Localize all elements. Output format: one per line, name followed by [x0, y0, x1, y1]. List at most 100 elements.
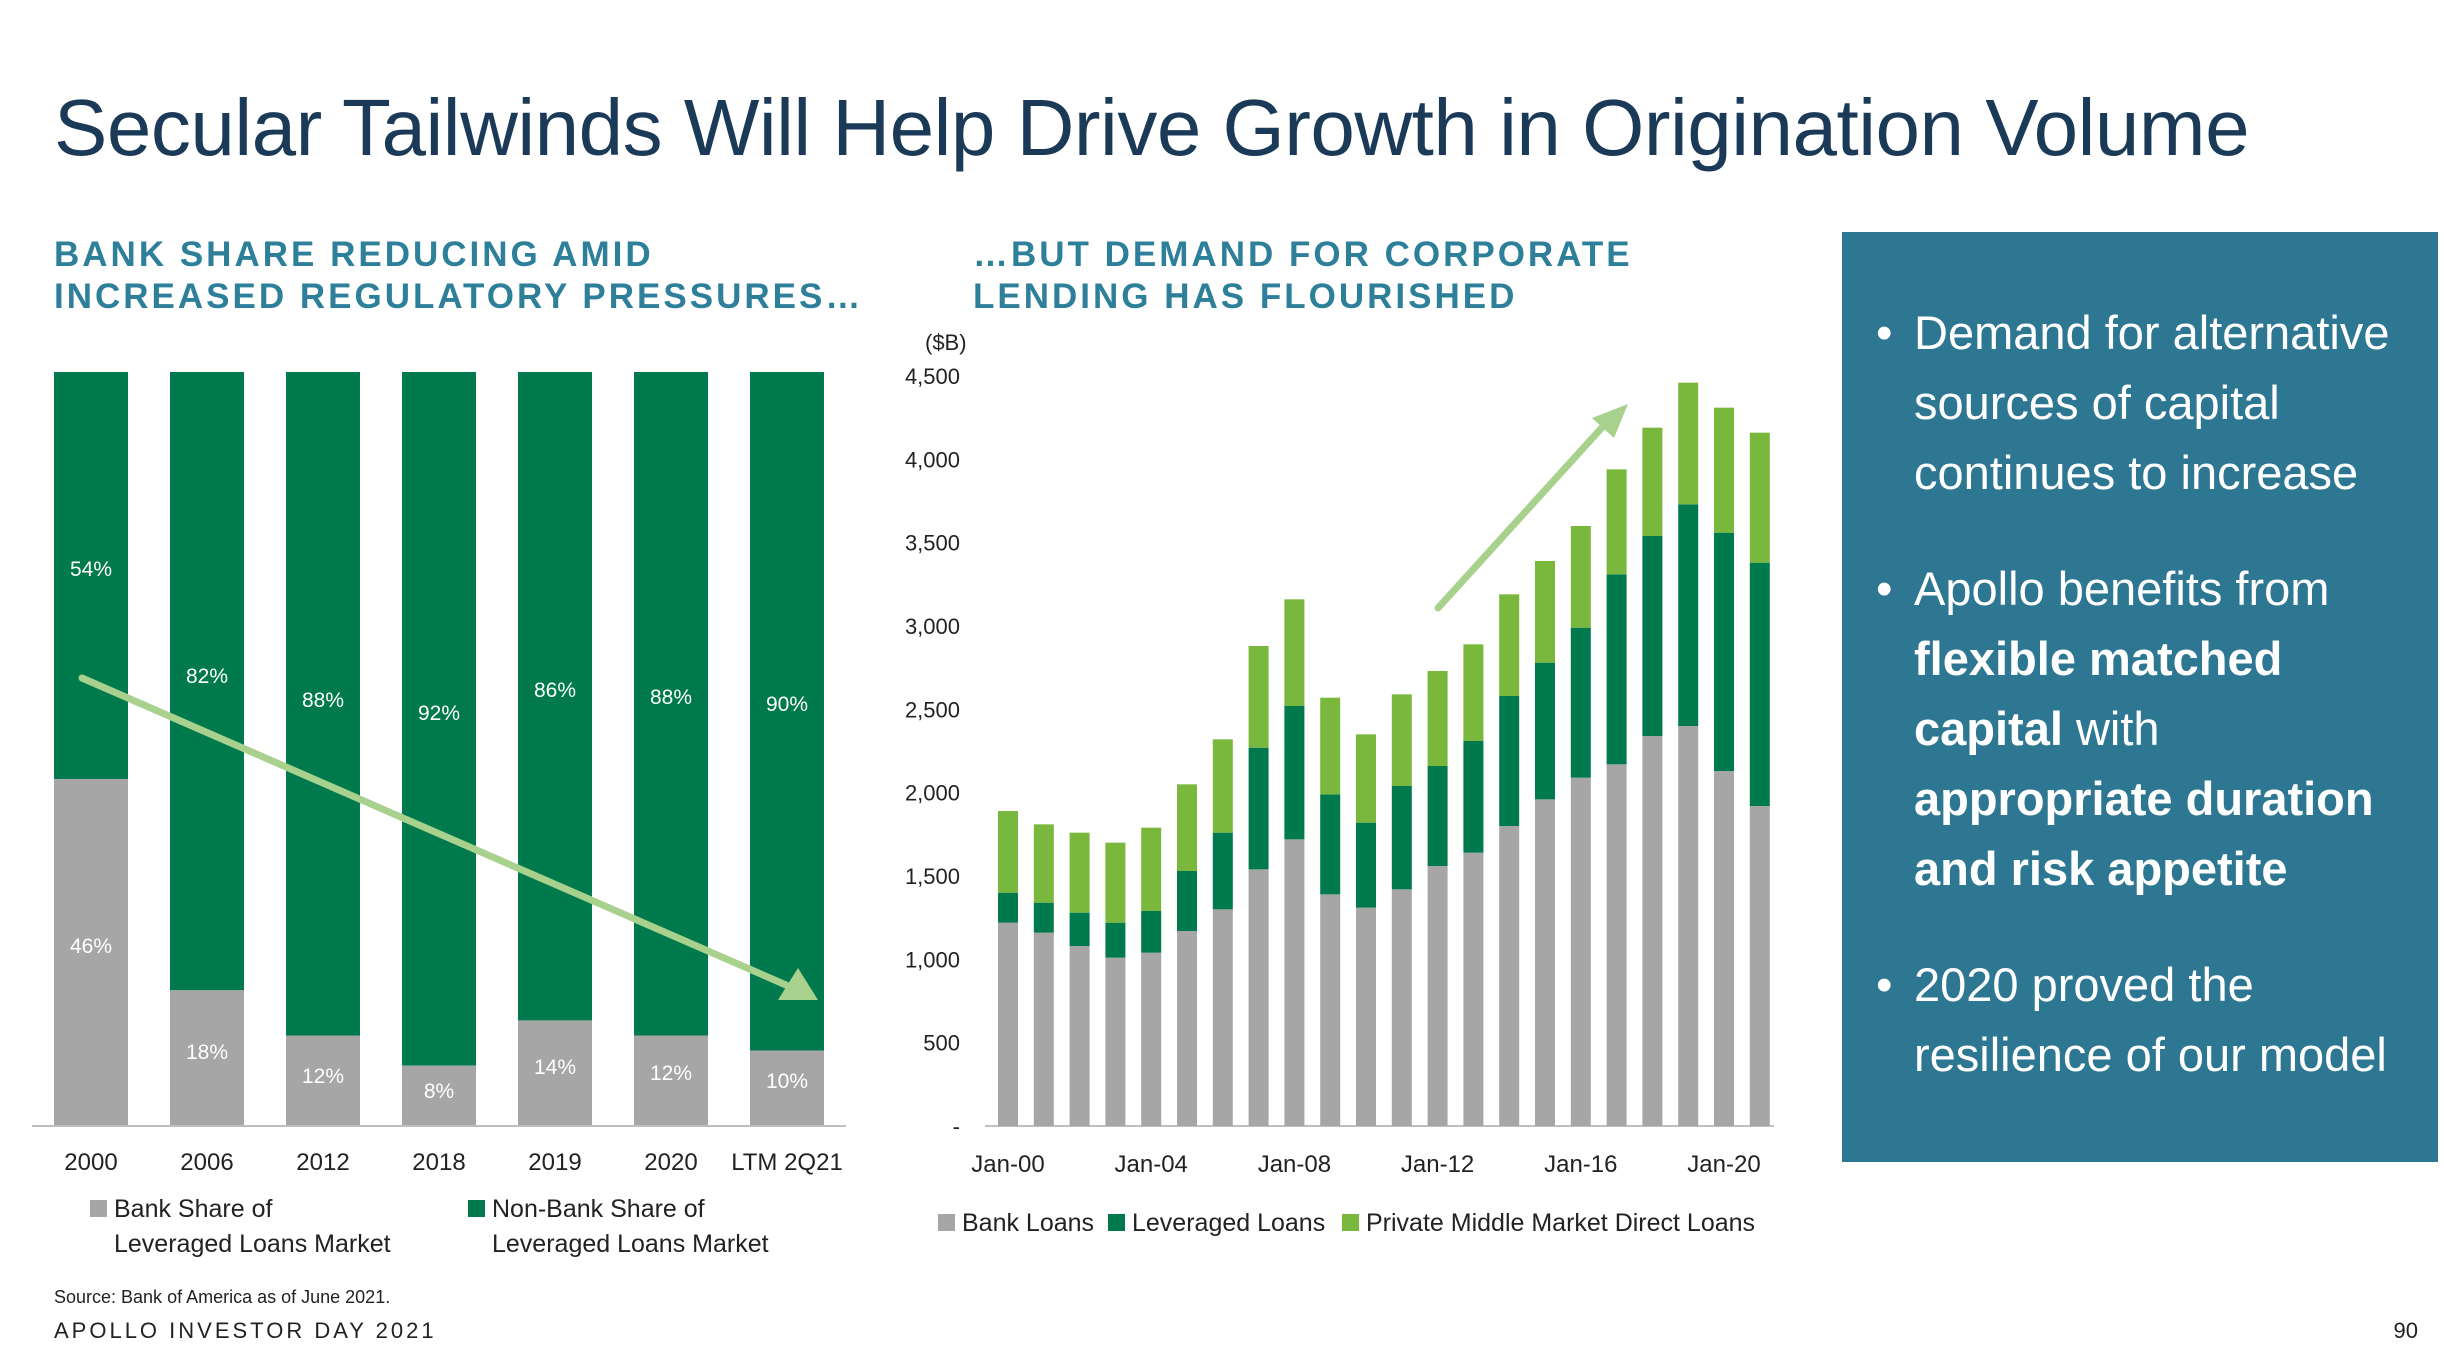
bank-share-bar	[402, 1065, 476, 1126]
x-tick-label: LTM 2Q21	[731, 1149, 843, 1176]
legend-label: Leveraged Loans Market	[114, 1230, 391, 1258]
bullet-list: • Demand for alternative sources of capit…	[1864, 298, 2416, 1090]
leveraged-loans-bar	[1535, 662, 1555, 800]
bullet-dot: •	[1876, 562, 1893, 615]
nonbank-share-label: 54%	[70, 558, 112, 581]
bank-loans-bar	[1033, 932, 1054, 1126]
private-direct-loans-bar	[1141, 827, 1162, 911]
private-direct-loans-bar	[1570, 526, 1591, 628]
private-direct-loans-bar	[1642, 427, 1663, 536]
y-tick-label: 3,500	[905, 531, 960, 556]
x-tick-label: Jan-08	[1258, 1151, 1331, 1178]
upward-trend-arrow-shaft	[1434, 418, 1611, 612]
y-tick-label: 1,000	[905, 947, 960, 972]
downward-trend-arrow-head	[778, 968, 818, 1000]
leveraged-loans-bar	[1463, 741, 1484, 853]
x-tick-label: 2018	[412, 1149, 465, 1176]
bank-loans-bar	[1499, 826, 1520, 1126]
x-tick-label: 2000	[64, 1149, 117, 1176]
leveraged-loans-bar	[1177, 871, 1197, 931]
private-direct-loans-bar	[1749, 432, 1770, 563]
legend-swatch	[1342, 1214, 1359, 1231]
legend-label: Non-Bank Share of	[492, 1195, 705, 1223]
x-tick-label: 2006	[180, 1149, 233, 1176]
legend-swatch	[938, 1214, 955, 1231]
bank-share-bar	[286, 1035, 360, 1126]
nonbank-share-label: 90%	[766, 693, 808, 716]
legend-swatch	[1108, 1214, 1125, 1231]
x-tick-label: Jan-12	[1401, 1151, 1474, 1178]
bank-share-bar	[518, 1020, 592, 1126]
private-direct-loans-bar	[1606, 469, 1627, 575]
leveraged-loans-bar	[1212, 832, 1233, 910]
bullet-item: • Apollo benefits from flexible matched c…	[1864, 554, 2416, 904]
nonbank-share-label: 92%	[418, 702, 460, 725]
legend-swatch	[468, 1200, 485, 1217]
private-direct-loans-bar	[1356, 734, 1376, 823]
bank-share-bar	[750, 1050, 824, 1126]
nonbank-share-bar	[750, 372, 824, 1051]
legend-label: Private Middle Market Direct Loans	[1366, 1209, 1755, 1237]
bank-share-label: 14%	[534, 1056, 576, 1079]
bank-share-label: 12%	[302, 1065, 344, 1088]
left-chart-subtitle: BANK SHARE REDUCING AMID INCREASED REGUL…	[54, 234, 863, 318]
page-title: Secular Tailwinds Will Help Drive Growth…	[54, 83, 2250, 172]
bank-loans-bar	[998, 922, 1018, 1126]
nonbank-share-label: 88%	[650, 686, 692, 709]
leveraged-loans-bar	[1033, 902, 1054, 933]
leveraged-loans-bar	[1105, 922, 1126, 958]
nonbank-share-bar	[402, 372, 476, 1066]
y-tick-label: 4,000	[905, 447, 960, 472]
nonbank-share-label: 86%	[534, 679, 576, 702]
leveraged-loans-bar	[1069, 912, 1090, 946]
bank-loans-bar	[1069, 946, 1090, 1126]
bullet-dot: •	[1876, 306, 1893, 359]
x-tick-label: Jan-00	[971, 1151, 1044, 1178]
right-subtitle-line: …BUT DEMAND FOR CORPORATE	[973, 235, 1633, 274]
bank-share-bar	[634, 1035, 708, 1126]
bullet-text: with	[2062, 702, 2160, 755]
y-tick-label: 2,500	[905, 697, 960, 722]
nonbank-share-label: 82%	[186, 665, 228, 688]
private-direct-loans-bar	[1069, 832, 1090, 913]
leveraged-loans-bar	[1248, 747, 1269, 870]
footer-label: APOLLO INVESTOR DAY 2021	[54, 1318, 437, 1343]
bullet-item: • Demand for alternative sources of capit…	[1864, 298, 2416, 508]
key-takeaways-panel: • Demand for alternative sources of capit…	[1842, 232, 2438, 1162]
corporate-lending-chart: ($B) - 500 1,000 1,500 2,000 2,500 3,000 3,500 4,…	[905, 330, 1774, 1237]
private-direct-loans-bar	[1033, 824, 1054, 903]
bank-share-bar	[170, 990, 244, 1126]
y-tick-label: 1,500	[905, 864, 960, 889]
private-direct-loans-bar	[1177, 784, 1197, 871]
bank-share-label: 18%	[186, 1041, 228, 1064]
downward-trend-arrow-shaft	[78, 674, 790, 989]
y-tick-label: 2,000	[905, 781, 960, 806]
private-direct-loans-bar	[1391, 694, 1412, 786]
bullet-dot: •	[1876, 958, 1893, 1011]
bank-loans-bar	[1535, 799, 1555, 1126]
leveraged-loans-bar	[1356, 822, 1376, 908]
bank-share-label: 12%	[650, 1062, 692, 1085]
bank-share-bar	[54, 779, 128, 1126]
leveraged-loans-bar	[1284, 706, 1305, 840]
bank-share-label: 8%	[424, 1080, 454, 1103]
private-direct-loans-bar	[1212, 739, 1233, 833]
private-direct-loans-bar	[1535, 561, 1555, 663]
bank-loans-bar	[1570, 777, 1591, 1126]
bank-loans-bar	[1105, 957, 1126, 1126]
leveraged-loans-bar	[1570, 627, 1591, 778]
private-direct-loans-bar	[1105, 842, 1126, 923]
y-tick-label: 3,000	[905, 614, 960, 639]
bank-loans-bar	[1749, 806, 1770, 1126]
bank-loans-bar	[1320, 894, 1341, 1126]
leveraged-loans-bar	[1714, 532, 1734, 771]
nonbank-share-bar	[518, 372, 592, 1021]
bank-share-chart: 54% 46% 2000 82% 18% 2006 88% 12% 2012 92% 8% 2018 8…	[32, 372, 846, 1258]
y-tick-label: -	[953, 1114, 960, 1139]
legend-label: Leveraged Loans	[1132, 1209, 1325, 1237]
leveraged-loans-bar	[1606, 574, 1627, 765]
x-tick-label: 2020	[644, 1149, 697, 1176]
leveraged-loans-bar	[998, 892, 1018, 923]
legend-label: Bank Share of	[114, 1195, 272, 1223]
left-subtitle-line: INCREASED REGULATORY PRESSURES…	[54, 277, 864, 316]
